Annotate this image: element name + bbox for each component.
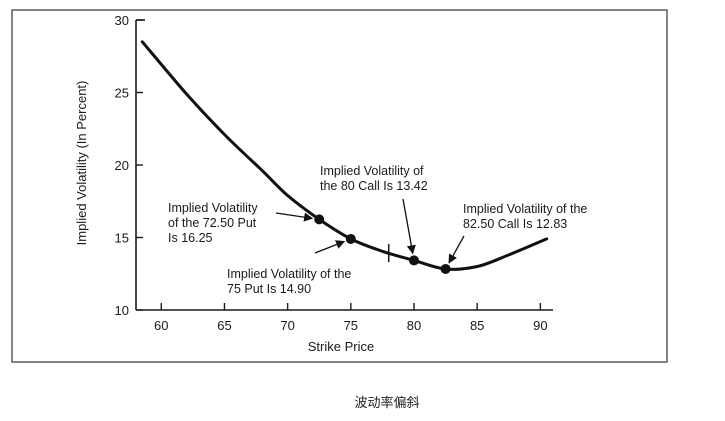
x-tick-label: 85 [470,318,484,333]
annotation-text: Implied Volatility of the 75 Put Is 14.90 [227,267,351,296]
y-axis-title: Implied Volatility (In Percent) [74,81,89,246]
y-tick-label: 15 [115,231,129,246]
annotation-arrow [314,240,346,254]
figure-frame [11,9,668,363]
annotation-text: Implied Volatility of the 80 Call Is 13.4… [320,164,428,193]
y-tick-label: 10 [115,303,129,318]
annotation-arrow [448,235,465,264]
x-tick-label: 70 [280,318,294,333]
x-axis-title: Strike Price [308,339,374,354]
y-tick-label: 25 [115,86,129,101]
y-tick-label: 30 [115,13,129,28]
marked-point [440,263,451,274]
x-tick-label: 90 [533,318,547,333]
x-tick-label: 60 [154,318,168,333]
marked-point [345,233,356,244]
marked-point [314,214,325,225]
annotation-arrow [402,198,416,255]
annotation-text: Implied Volatility of the 82.50 Call Is 1… [463,202,587,231]
annotation-arrow [275,212,314,222]
annotation-text: Implied Volatility of the 72.50 Put Is 16.… [168,201,258,245]
x-tick-label: 80 [407,318,421,333]
annotations: Implied Volatility of the 72.50 Put Is 16.… [168,164,587,296]
marked-points [314,214,451,274]
x-tick-label: 65 [217,318,231,333]
y-tick-label: 20 [115,158,129,173]
marked-point [409,255,419,266]
x-tick-label: 75 [344,318,358,333]
figure-caption: 波动率偏斜 [354,395,419,411]
chart-ticks: 10 15 20 25 30 60 65 70 75 80 85 90 [115,13,548,333]
